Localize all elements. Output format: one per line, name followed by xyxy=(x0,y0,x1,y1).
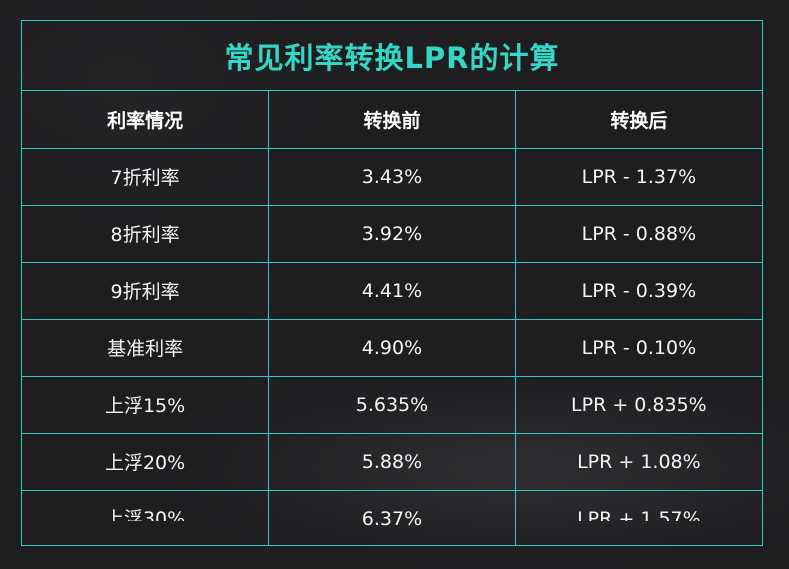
cell-before: 4.90% xyxy=(268,318,516,377)
cell-after: LPR - 0.10% xyxy=(514,318,762,377)
cell-before: 5.88% xyxy=(268,432,516,491)
cell-case: 上浮15% xyxy=(22,375,270,434)
table-row: 基准利率 4.90% LPR - 0.10% xyxy=(22,318,762,377)
column-header-case: 利率情况 xyxy=(22,91,270,149)
cell-case: 7折利率 xyxy=(22,147,270,206)
column-header-after: 转换后 xyxy=(514,91,762,149)
rate-table: 利率情况 转换前 转换后 7折利率 3.43% LPR - 1.37% 8折利率… xyxy=(22,91,762,545)
table-row: 9折利率 4.41% LPR - 0.39% xyxy=(22,261,762,320)
cell-case: 9折利率 xyxy=(22,261,270,320)
cell-case: 上浮20% xyxy=(22,432,270,491)
cell-before: 4.41% xyxy=(268,261,516,320)
table-row: 上浮20% 5.88% LPR + 1.08% xyxy=(22,432,762,491)
cell-after: LPR - 0.39% xyxy=(514,261,762,320)
table-row: 上浮30% 6.37% LPR + 1.57% xyxy=(22,489,762,545)
cell-after: LPR - 0.88% xyxy=(514,204,762,263)
cell-before: 5.635% xyxy=(268,375,516,434)
cell-before: 3.92% xyxy=(268,204,516,263)
cell-before: 3.43% xyxy=(268,147,516,206)
title-row: 常见利率转换LPR的计算 xyxy=(22,21,762,91)
table-row: 8折利率 3.92% LPR - 0.88% xyxy=(22,204,762,263)
cell-after-partial: LPR + 1.57% xyxy=(577,508,701,521)
cell-before: 6.37% xyxy=(268,489,516,545)
cell-case: 基准利率 xyxy=(22,318,270,377)
cell-case: 8折利率 xyxy=(22,204,270,263)
table-row: 上浮15% 5.635% LPR + 0.835% xyxy=(22,375,762,434)
table-header-row: 利率情况 转换前 转换后 xyxy=(22,91,762,149)
cell-after: LPR + 0.835% xyxy=(514,375,762,434)
rate-conversion-panel: 常见利率转换LPR的计算 利率情况 转换前 转换后 7折利率 3.43% LPR… xyxy=(21,20,763,546)
table-row: 7折利率 3.43% LPR - 1.37% xyxy=(22,147,762,206)
cell-case: 上浮30% xyxy=(22,489,270,545)
cell-after: LPR + 1.08% xyxy=(514,432,762,491)
column-header-before: 转换前 xyxy=(268,91,516,149)
page-title: 常见利率转换LPR的计算 xyxy=(224,40,560,75)
cell-after: LPR + 1.57% xyxy=(514,489,762,545)
cell-after: LPR - 1.37% xyxy=(514,147,762,206)
cell-case-partial: 上浮30% xyxy=(104,508,186,521)
